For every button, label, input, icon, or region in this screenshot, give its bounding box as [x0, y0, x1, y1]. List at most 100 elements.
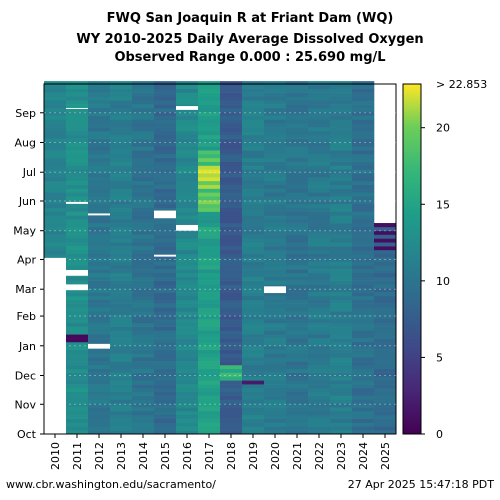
heatmap-cell	[374, 395, 397, 400]
heatmap-cell	[352, 269, 375, 274]
heatmap-cell	[286, 180, 309, 185]
heatmap-cell	[154, 249, 177, 255]
heatmap-cell	[44, 196, 67, 201]
heatmap-cell	[308, 368, 331, 373]
heatmap-cell	[220, 311, 243, 316]
heatmap-cell	[198, 223, 221, 228]
heatmap-cell	[198, 326, 221, 331]
heatmap-cell	[264, 307, 287, 312]
heatmap-cell	[154, 353, 177, 358]
heatmap-cell	[242, 123, 265, 128]
heatmap-cell	[198, 430, 221, 435]
heatmap-cell	[110, 269, 133, 274]
heatmap-cell	[132, 334, 155, 339]
heatmap-cell	[154, 134, 177, 139]
heatmap-cell	[110, 384, 133, 389]
heatmap-cell	[242, 384, 265, 389]
heatmap-cell	[88, 96, 111, 101]
heatmap-cell	[308, 115, 331, 120]
heatmap-cell	[330, 380, 353, 385]
heatmap-cell	[154, 84, 177, 90]
heatmap-cell	[44, 192, 67, 197]
heatmap-cell	[264, 253, 287, 258]
heatmap-cell	[44, 154, 67, 159]
x-tick-label: 2022	[313, 442, 326, 470]
heatmap-cell	[66, 192, 89, 197]
heatmap-cell	[220, 154, 243, 159]
heatmap-cell	[110, 322, 133, 327]
heatmap-cell	[132, 414, 155, 419]
heatmap-cell	[220, 395, 243, 400]
heatmap-cell	[374, 311, 397, 316]
heatmap-cell	[308, 127, 331, 132]
heatmap-cell	[88, 318, 111, 324]
heatmap-cell	[308, 165, 331, 170]
heatmap-cell	[264, 357, 287, 362]
heatmap-cell	[374, 299, 397, 304]
heatmap-cell	[176, 238, 199, 243]
heatmap-cell	[220, 196, 243, 201]
heatmap-cell	[132, 196, 155, 201]
heatmap-cell	[176, 330, 199, 335]
heatmap-cell	[154, 200, 177, 205]
heatmap-cell	[132, 161, 155, 166]
heatmap-cell	[88, 161, 111, 166]
heatmap-cell	[176, 165, 199, 170]
heatmap-cell	[330, 134, 353, 139]
heatmap-cell	[330, 192, 353, 197]
heatmap-cell	[308, 269, 331, 274]
heatmap-cell	[330, 234, 353, 239]
heatmap-cell	[308, 188, 331, 193]
heatmap-cell	[264, 387, 287, 393]
heatmap-cell	[176, 253, 199, 258]
heatmap-cell	[88, 303, 111, 308]
heatmap-cell	[308, 242, 331, 247]
heatmap-cell	[88, 253, 111, 258]
heatmap-cell	[44, 92, 67, 97]
heatmap-cell	[66, 203, 89, 208]
heatmap-cell	[176, 288, 199, 293]
heatmap-cell	[154, 150, 177, 155]
heatmap-cell	[88, 203, 111, 208]
heatmap-cell	[374, 284, 397, 289]
heatmap-cell	[264, 322, 287, 327]
heatmap-cell	[110, 134, 133, 139]
heatmap-cell	[242, 265, 265, 270]
heatmap-cell	[110, 349, 133, 354]
heatmap-cell	[264, 238, 287, 243]
heatmap-cell	[176, 242, 199, 247]
heatmap-cell	[352, 138, 375, 143]
heatmap-cell	[198, 84, 221, 90]
heatmap-cell	[66, 265, 89, 270]
heatmap-cell	[220, 123, 243, 128]
heatmap-cell	[308, 157, 331, 162]
heatmap-cell	[308, 226, 331, 232]
heatmap-cell	[88, 295, 111, 301]
heatmap-cell	[330, 353, 353, 358]
heatmap-cell	[176, 249, 199, 255]
heatmap-cell	[264, 146, 287, 151]
heatmap-cell	[330, 180, 353, 185]
heatmap-cell	[220, 238, 243, 243]
heatmap-cell	[242, 307, 265, 312]
heatmap-cell	[286, 380, 309, 385]
heatmap-cell	[176, 127, 199, 132]
footer-timestamp: 27 Apr 2025 15:47:18 PDT	[347, 478, 494, 491]
heatmap-cell	[264, 173, 287, 178]
heatmap-cell	[66, 196, 89, 201]
heatmap-cell	[286, 115, 309, 120]
heatmap-cell	[198, 104, 221, 109]
heatmap-cell	[374, 226, 397, 232]
heatmap-cell	[220, 161, 243, 166]
heatmap-cell	[44, 88, 67, 93]
heatmap-cell	[286, 384, 309, 389]
heatmap-cell	[132, 238, 155, 243]
heatmap-cell	[286, 322, 309, 327]
heatmap-cell	[352, 142, 375, 147]
heatmap-column-2020	[264, 81, 287, 435]
heatmap-cell	[352, 341, 375, 347]
heatmap-cell	[44, 211, 67, 216]
heatmap-cell	[220, 280, 243, 285]
heatmap-cell	[154, 173, 177, 178]
heatmap-cell	[264, 372, 287, 377]
